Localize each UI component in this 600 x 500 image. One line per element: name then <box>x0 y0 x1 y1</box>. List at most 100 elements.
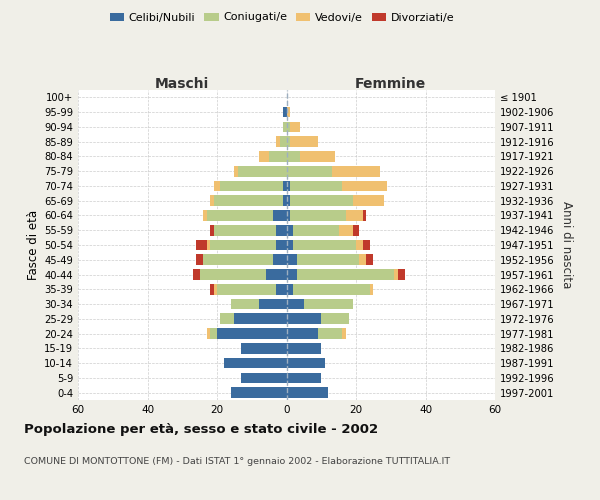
Bar <box>287 180 290 192</box>
Bar <box>193 269 200 280</box>
Bar <box>206 210 272 221</box>
Bar <box>290 136 318 147</box>
Bar <box>210 240 276 250</box>
Bar <box>318 328 342 339</box>
Bar <box>210 225 214 235</box>
Bar <box>346 210 363 221</box>
Bar <box>200 269 266 280</box>
Y-axis label: Anni di nascita: Anni di nascita <box>560 202 573 288</box>
Bar <box>206 240 210 250</box>
Bar <box>203 254 272 265</box>
Bar <box>297 269 394 280</box>
Bar <box>304 298 353 310</box>
Bar <box>196 240 206 250</box>
Bar <box>301 151 335 162</box>
Bar <box>272 210 287 221</box>
Bar <box>287 372 321 383</box>
Bar <box>214 180 220 192</box>
Bar <box>287 136 290 147</box>
Bar <box>214 225 276 235</box>
Bar <box>287 122 290 132</box>
Bar <box>287 343 321 353</box>
Bar <box>283 196 287 206</box>
Bar <box>297 254 359 265</box>
Bar <box>293 284 370 294</box>
Bar <box>290 196 353 206</box>
Bar <box>359 254 367 265</box>
Bar <box>241 372 287 383</box>
Bar <box>287 358 325 368</box>
Bar <box>231 298 259 310</box>
Bar <box>259 298 287 310</box>
Bar <box>280 136 287 147</box>
Bar <box>293 225 338 235</box>
Bar <box>363 210 367 221</box>
Bar <box>196 254 203 265</box>
Bar <box>220 180 283 192</box>
Bar <box>363 240 370 250</box>
Bar <box>214 284 217 294</box>
Y-axis label: Fasce di età: Fasce di età <box>27 210 40 280</box>
Bar <box>287 225 293 235</box>
Bar <box>353 225 359 235</box>
Bar <box>321 314 349 324</box>
Bar <box>276 225 287 235</box>
Bar <box>259 151 269 162</box>
Bar <box>283 122 287 132</box>
Bar <box>287 196 290 206</box>
Bar <box>203 210 206 221</box>
Bar <box>276 240 287 250</box>
Bar <box>332 166 380 176</box>
Text: Femmine: Femmine <box>355 76 427 90</box>
Bar <box>238 166 287 176</box>
Bar <box>293 240 356 250</box>
Bar <box>210 196 214 206</box>
Legend: Celibi/Nubili, Coniugati/e, Vedovi/e, Divorziati/e: Celibi/Nubili, Coniugati/e, Vedovi/e, Di… <box>106 8 458 27</box>
Bar <box>283 180 287 192</box>
Text: Maschi: Maschi <box>155 76 209 90</box>
Bar <box>276 136 280 147</box>
Bar <box>287 328 318 339</box>
Bar <box>287 151 301 162</box>
Bar <box>235 314 287 324</box>
Bar <box>272 254 287 265</box>
Bar <box>287 210 290 221</box>
Bar <box>231 388 287 398</box>
Bar <box>290 210 346 221</box>
Bar <box>367 254 373 265</box>
Bar <box>269 151 287 162</box>
Bar <box>287 314 321 324</box>
Bar <box>342 328 346 339</box>
Bar <box>287 240 293 250</box>
Text: Popolazione per età, sesso e stato civile - 2002: Popolazione per età, sesso e stato civil… <box>24 422 378 436</box>
Bar <box>220 314 235 324</box>
Bar <box>394 269 398 280</box>
Bar <box>370 284 373 294</box>
Bar <box>287 284 293 294</box>
Bar <box>290 122 301 132</box>
Bar <box>356 240 363 250</box>
Bar <box>224 358 287 368</box>
Bar <box>287 388 328 398</box>
Bar <box>214 196 283 206</box>
Bar <box>241 343 287 353</box>
Bar <box>210 284 214 294</box>
Bar <box>235 166 238 176</box>
Bar <box>287 166 332 176</box>
Bar <box>210 328 217 339</box>
Bar <box>342 180 387 192</box>
Bar <box>266 269 287 280</box>
Text: COMUNE DI MONTOTTONE (FM) - Dati ISTAT 1° gennaio 2002 - Elaborazione TUTTITALIA: COMUNE DI MONTOTTONE (FM) - Dati ISTAT 1… <box>24 458 450 466</box>
Bar <box>283 107 287 118</box>
Bar <box>217 328 287 339</box>
Bar <box>206 328 210 339</box>
Bar <box>398 269 404 280</box>
Bar <box>290 180 342 192</box>
Bar <box>287 269 297 280</box>
Bar <box>338 225 353 235</box>
Bar <box>217 284 276 294</box>
Bar <box>353 196 384 206</box>
Bar <box>287 298 304 310</box>
Bar <box>287 107 290 118</box>
Bar <box>276 284 287 294</box>
